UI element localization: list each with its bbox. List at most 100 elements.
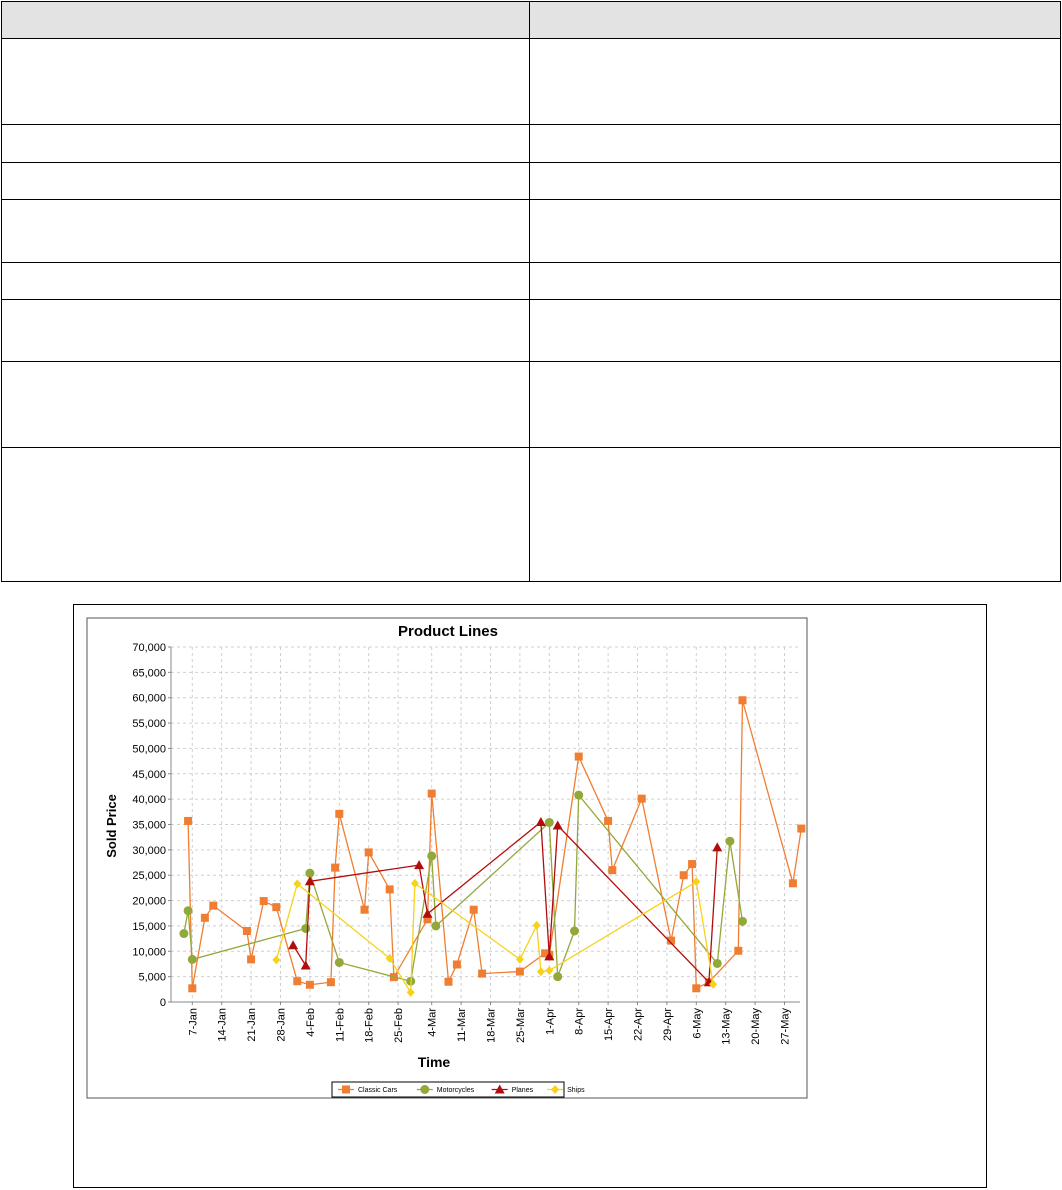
table-row	[1, 38, 1061, 125]
data-point-motorcycles	[183, 906, 193, 916]
data-point-classic-cars	[188, 984, 197, 993]
data-point-classic-cars	[734, 946, 743, 955]
legend-label-ships: Ships	[567, 1087, 585, 1094]
data-point-classic-cars	[427, 789, 436, 798]
data-point-motorcycles	[738, 916, 747, 926]
data-point-ships	[515, 954, 524, 964]
data-point-planes	[288, 940, 299, 950]
data-point-ships	[410, 878, 419, 888]
data-point-planes	[552, 820, 563, 830]
data-series	[179, 696, 806, 997]
series-line-motorcycles	[183, 793, 744, 983]
data-point-classic-cars	[574, 752, 583, 761]
legend-marker-motorcycles	[420, 1085, 430, 1094]
x-tick-label: 6-May	[691, 1008, 703, 1039]
table-cell	[529, 361, 1061, 448]
table-row	[1, 124, 1061, 163]
table-row	[1, 262, 1061, 300]
data-point-ships	[385, 953, 394, 963]
x-tick-label: 18-Mar	[486, 1008, 498, 1043]
y-tick-label: 55,000	[132, 718, 166, 730]
x-tick-label: 4-Feb	[305, 1008, 317, 1037]
data-point-motorcycles	[544, 817, 554, 827]
data-point-classic-cars	[688, 860, 697, 869]
table-row	[1, 299, 1061, 362]
chart-frame: Product Lines Time Sold Price 0 5,000 10,0…	[73, 604, 987, 1188]
table-cell	[1, 447, 530, 582]
y-axis-label: Sold Price	[104, 794, 119, 858]
y-tick-label: 15,000	[132, 921, 166, 933]
y-tick-label: 50,000	[132, 743, 166, 755]
data-point-classic-cars	[667, 936, 676, 945]
y-tick-label: 70,000	[132, 642, 166, 654]
data-point-planes	[422, 908, 433, 918]
data-point-motorcycles	[574, 790, 584, 800]
x-tick-label: 4-Mar	[427, 1008, 439, 1037]
data-point-planes	[414, 860, 425, 870]
x-tick-label: 20-May	[750, 1008, 762, 1045]
data-point-classic-cars	[604, 816, 613, 825]
data-point-motorcycles	[427, 851, 437, 861]
table-header-cell	[529, 1, 1061, 39]
table-cell	[529, 447, 1061, 582]
data-point-classic-cars	[452, 960, 461, 969]
legend-label-motorcycles: Motorcycles	[437, 1087, 475, 1094]
legend-marker-classic-cars	[342, 1085, 350, 1094]
data-point-classic-cars	[360, 905, 369, 914]
table-cell	[1, 299, 530, 362]
y-tick-label: 25,000	[132, 870, 166, 882]
data-point-classic-cars	[305, 980, 314, 989]
data-point-classic-cars	[788, 879, 797, 888]
x-tick-label: 14-Jan	[217, 1008, 229, 1042]
x-tick-label: 15-Apr	[603, 1008, 615, 1041]
data-point-classic-cars	[331, 863, 340, 872]
table-row	[1, 199, 1061, 263]
data-point-motorcycles	[712, 958, 722, 968]
table-cell	[1, 38, 530, 125]
y-tick-label: 60,000	[132, 693, 166, 705]
data-point-motorcycles	[179, 929, 189, 939]
legend-label-classic-cars: Classic Cars	[358, 1087, 398, 1094]
y-tick-label: 45,000	[132, 769, 166, 781]
properties-table	[1, 1, 1061, 582]
data-point-classic-cars	[469, 905, 478, 914]
x-tick-label: 7-Jan	[187, 1008, 199, 1036]
table-row	[1, 162, 1061, 200]
legend-marker-planes	[494, 1084, 505, 1094]
data-point-classic-cars	[364, 848, 373, 857]
data-point-classic-cars	[209, 901, 218, 910]
data-point-ships	[545, 966, 554, 976]
data-point-motorcycles	[187, 954, 197, 964]
data-point-motorcycles	[305, 868, 315, 878]
data-point-classic-cars	[608, 866, 617, 875]
data-point-classic-cars	[184, 816, 193, 825]
legend-marker-ships	[551, 1085, 560, 1094]
data-point-planes	[712, 842, 723, 852]
data-point-classic-cars	[242, 927, 251, 935]
data-point-classic-cars	[478, 969, 487, 978]
x-tick-label: 28-Jan	[276, 1008, 288, 1042]
data-point-ships	[709, 979, 718, 989]
data-point-ships	[293, 879, 302, 889]
legend-label-planes: Planes	[512, 1087, 534, 1094]
data-point-classic-cars	[541, 949, 550, 958]
table-header-row	[1, 1, 1061, 39]
y-tick-label: 0	[160, 997, 166, 1009]
data-point-classic-cars	[444, 977, 453, 986]
table-cell	[529, 262, 1061, 300]
table-cell	[529, 124, 1061, 163]
table-cell	[529, 38, 1061, 125]
x-tick-label: 21-Jan	[246, 1008, 258, 1042]
product-lines-chart: Product Lines Time Sold Price 0 5,000 10,0…	[86, 617, 808, 1099]
x-tick-label: 11-Feb	[334, 1008, 346, 1042]
x-tick-label: 11-Mar	[456, 1008, 468, 1042]
data-point-planes	[300, 960, 311, 970]
data-point-motorcycles	[301, 923, 311, 933]
y-tick-label: 20,000	[132, 896, 166, 908]
x-tick-label: 13-May	[721, 1008, 733, 1045]
y-tick-label: 40,000	[132, 794, 166, 806]
series-line-planes	[292, 820, 718, 984]
data-point-classic-cars	[679, 871, 688, 880]
table-cell	[1, 361, 530, 448]
x-tick-label: 18-Feb	[364, 1008, 376, 1043]
